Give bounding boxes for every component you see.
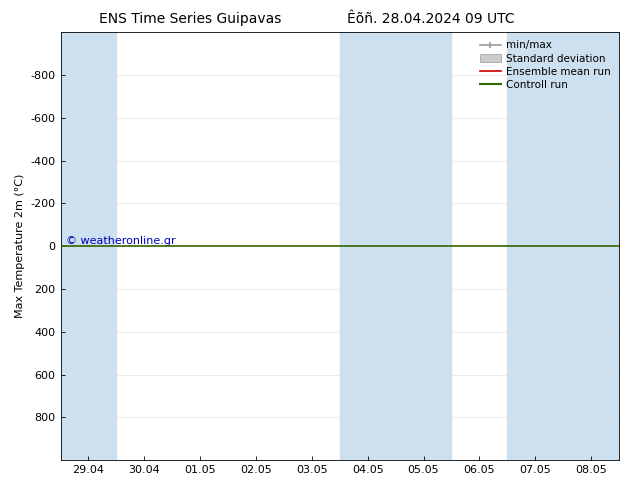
Text: Êõñ. 28.04.2024 09 UTC: Êõñ. 28.04.2024 09 UTC bbox=[347, 12, 515, 26]
Bar bbox=[60, 32, 117, 460]
Bar bbox=[340, 32, 451, 460]
Bar bbox=[507, 32, 619, 460]
Y-axis label: Max Temperature 2m (°C): Max Temperature 2m (°C) bbox=[15, 174, 25, 318]
Legend: min/max, Standard deviation, Ensemble mean run, Controll run: min/max, Standard deviation, Ensemble me… bbox=[477, 37, 614, 93]
Text: © weatheronline.gr: © weatheronline.gr bbox=[66, 236, 176, 246]
Text: ENS Time Series Guipavas: ENS Time Series Guipavas bbox=[99, 12, 281, 26]
